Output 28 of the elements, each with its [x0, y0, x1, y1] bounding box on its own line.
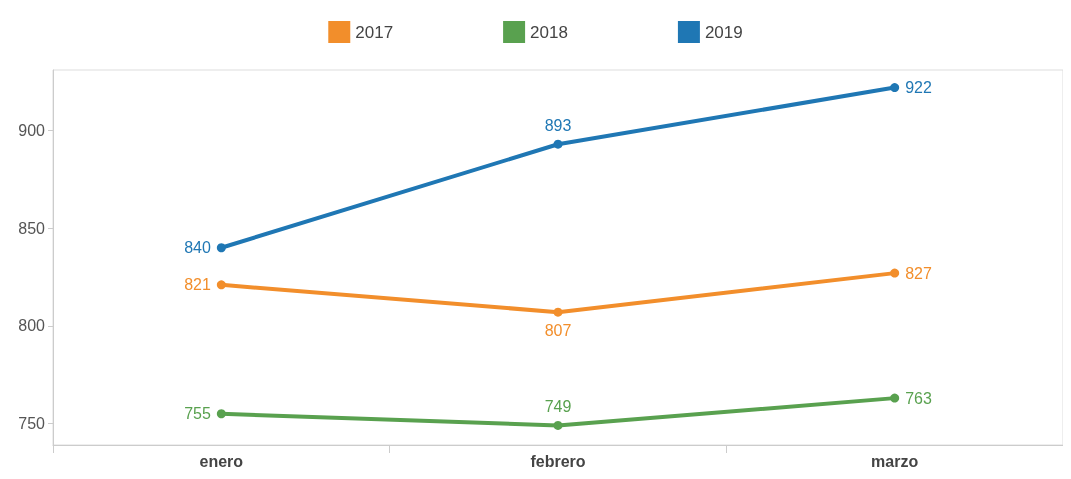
point — [216, 409, 226, 419]
x-tick-label: febrero — [530, 452, 586, 470]
y-tick-label: 750 — [18, 415, 46, 433]
point — [890, 83, 900, 93]
y-tick-label: 850 — [18, 219, 46, 237]
legend-label: 2017 — [355, 22, 394, 42]
point — [553, 420, 563, 430]
data-label: 840 — [184, 239, 211, 257]
point — [553, 139, 563, 149]
y-tick-label: 900 — [18, 122, 46, 140]
data-label: 821 — [184, 276, 211, 294]
data-label: 749 — [544, 398, 572, 416]
point — [553, 307, 563, 317]
data-label: 755 — [184, 405, 211, 423]
data-label: 807 — [544, 322, 572, 340]
y-tick-label: 800 — [18, 317, 46, 335]
point — [890, 268, 900, 278]
point — [216, 243, 226, 253]
x-tick-label: marzo — [871, 452, 919, 470]
data-label: 763 — [905, 389, 932, 407]
data-label: 922 — [905, 79, 932, 97]
data-label: 827 — [905, 264, 932, 282]
data-label: 893 — [544, 117, 572, 135]
legend-label: 2019 — [704, 22, 743, 42]
point — [216, 280, 226, 290]
legend-label: 2018 — [530, 22, 568, 42]
point — [890, 393, 900, 403]
x-tick-label: enero — [199, 452, 244, 470]
